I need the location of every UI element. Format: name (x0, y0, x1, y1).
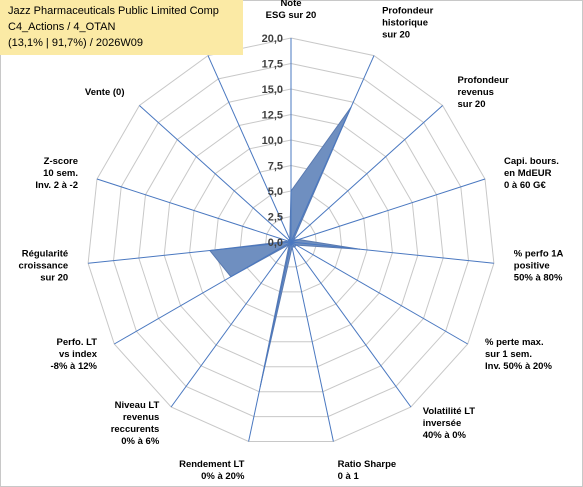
axis-label-line: Niveau LT (115, 400, 160, 411)
grid-ring-1 (265, 215, 317, 268)
axis-spoke-9 (170, 241, 292, 408)
axis-label-line: vs index (59, 349, 98, 360)
axis-spoke-11 (88, 241, 292, 264)
axis-label-line: Ratio Sharpe (338, 459, 397, 470)
axis-spoke-7 (290, 241, 334, 442)
axis-spoke-1 (290, 55, 375, 243)
grid-ring-8 (87, 37, 495, 442)
tick-label-1: 2,5 (268, 212, 283, 224)
axis-label-line: sur 1 sem. (485, 349, 532, 360)
axis-label-1: Profondeur historique sur 20 (382, 5, 433, 40)
axis-label-line: inversée (423, 418, 462, 429)
axis-label-12: Z-score 10 sem. Inv. 2 à -2 (35, 156, 78, 191)
axis-label-line: historique (382, 17, 428, 28)
axis-label-line: en MdEUR (504, 168, 552, 179)
tick-label-0: 0,0 (268, 237, 283, 249)
axis-spoke-2 (290, 105, 443, 243)
axis-spoke-14 (207, 55, 292, 243)
axis-label-2: Profondeur revenus sur 20 (458, 75, 509, 110)
axis-label-line: sur 20 (458, 99, 486, 110)
axis-label-line: Profondeur (382, 5, 433, 16)
axis-label-line: 40% à 0% (423, 430, 467, 441)
axis-label-line: % perte max. (485, 337, 544, 348)
axis-label-11: Régularité croissance sur 20 (19, 248, 69, 283)
axis-label-line: Inv. 2 à -2 (35, 180, 78, 191)
axis-label-line: Volatilité LT (423, 406, 476, 417)
axis-label-line: positive (514, 260, 550, 271)
chart-period: (13,1% | 91,7%) / 2026W09 (8, 37, 143, 49)
tick-label-4: 10,0 (262, 135, 283, 147)
axis-label-line: 0 à 60 G€ (504, 180, 546, 191)
axis-spoke-3 (290, 178, 486, 243)
axis-label-line: Rendement LT (179, 459, 244, 470)
axis-label-line: revenus (458, 87, 494, 98)
axis-label-line: 0 à 1 (338, 471, 360, 482)
chart-subtitle: C4_Actions / 4_OTAN (8, 21, 116, 33)
axis-label-line: Vente (0) (85, 87, 125, 98)
tick-label-5: 12,5 (262, 110, 283, 122)
grid-ring-6 (138, 88, 444, 393)
axis-spoke-6 (290, 241, 412, 408)
grid-ring-2 (239, 190, 343, 293)
axis-label-13: Vente (0) (85, 87, 125, 98)
axis-label-line: ESG sur 20 (266, 10, 317, 21)
axis-label-line: revenus (123, 412, 159, 423)
grid-ring-5 (163, 113, 419, 368)
axis-label-line: 0% à 6% (121, 436, 160, 447)
axis-label-line: Capi. bours. (504, 156, 559, 167)
axis-label-0: Note ESG sur 20 (266, 0, 317, 21)
axis-label-line: 0% à 20% (201, 471, 245, 482)
axis-label-7: Ratio Sharpe 0 à 1 (338, 459, 397, 482)
axis-spoke-10 (114, 241, 292, 345)
axis-label-10: Perfo. LT vs index -8% à 12% (51, 337, 98, 372)
axis-label-line: Régularité (22, 248, 68, 259)
axis-label-line: Inv. 50% à 20% (485, 361, 552, 372)
axis-label-line: Note (280, 0, 301, 9)
axis-spoke-12 (96, 178, 292, 243)
axis-label-5: % perte max. sur 1 sem. Inv. 50% à 20% (485, 337, 552, 372)
tick-label-6: 15,0 (262, 84, 283, 96)
axis-label-4: % perfo 1A positive 50% à 80% (514, 248, 564, 283)
axis-label-line: croissance (19, 260, 69, 271)
tick-label-3: 7,5 (268, 161, 283, 173)
axis-label-line: sur 20 (382, 29, 410, 40)
axis-spoke-4 (290, 241, 494, 264)
axis-label-line: Z-score (44, 156, 78, 167)
axis-label-line: Profondeur (458, 75, 509, 86)
axis-label-6: Volatilité LT inversée 40% à 0% (423, 406, 476, 441)
grid-ring-7 (112, 62, 470, 418)
tick-label-8: 20,0 (262, 33, 283, 45)
axis-spoke-13 (139, 105, 292, 243)
axis-label-3: Capi. bours. en MdEUR 0 à 60 G€ (504, 156, 559, 191)
series-area (208, 106, 361, 387)
axis-spoke-5 (290, 241, 468, 345)
axis-label-line: Perfo. LT (57, 337, 98, 348)
axis-label-line: 50% à 80% (514, 272, 563, 283)
grid-ring-4 (189, 139, 393, 343)
grid-ring-3 (214, 164, 368, 318)
axis-label-9: Niveau LT revenus reccurents 0% à 6% (111, 400, 160, 447)
axis-label-line: % perfo 1A (514, 248, 564, 259)
axis-spoke-8 (248, 241, 292, 442)
chart-title: Jazz Pharmaceuticals Public Limited Comp (8, 5, 219, 17)
tick-label-2: 5,0 (268, 186, 283, 198)
axis-label-line: 10 sem. (43, 168, 78, 179)
tick-label-7: 17,5 (262, 59, 283, 71)
chart-title-box: Jazz Pharmaceuticals Public Limited Comp… (0, 0, 243, 55)
axis-label-line: -8% à 12% (51, 361, 98, 372)
axis-label-8: Rendement LT 0% à 20% (179, 459, 245, 482)
axis-label-line: reccurents (111, 424, 160, 435)
axis-label-line: sur 20 (40, 272, 68, 283)
